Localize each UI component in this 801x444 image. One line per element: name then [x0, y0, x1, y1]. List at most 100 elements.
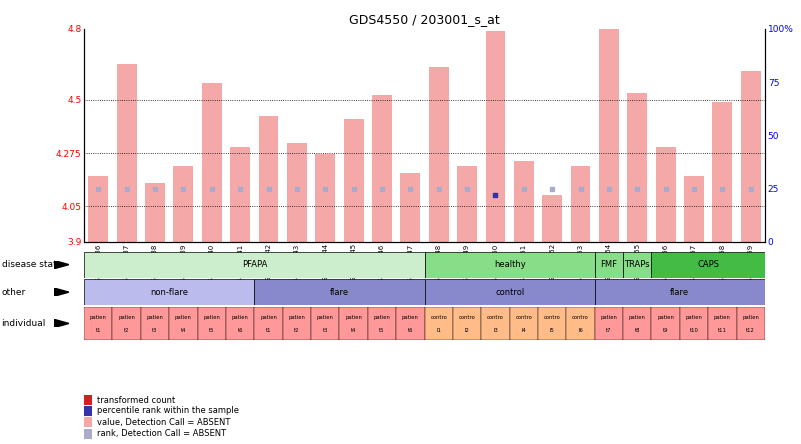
- Text: PFAPA: PFAPA: [242, 260, 267, 269]
- Text: t5: t5: [379, 328, 384, 333]
- Bar: [542, 194, 562, 242]
- Bar: [651, 252, 765, 278]
- Bar: [202, 83, 222, 242]
- Bar: [656, 147, 675, 242]
- Text: patien: patien: [373, 315, 390, 320]
- Text: individual: individual: [2, 319, 46, 328]
- Bar: [226, 307, 254, 340]
- Text: l1: l1: [437, 328, 441, 333]
- Bar: [117, 64, 137, 242]
- Bar: [453, 307, 481, 340]
- Text: t6: t6: [408, 328, 413, 333]
- Bar: [311, 307, 340, 340]
- Text: l3: l3: [493, 328, 498, 333]
- Bar: [84, 279, 255, 305]
- Text: patien: patien: [345, 315, 362, 320]
- Bar: [396, 307, 425, 340]
- Bar: [255, 307, 283, 340]
- Bar: [372, 95, 392, 242]
- Text: TRAPs: TRAPs: [625, 260, 650, 269]
- Bar: [599, 12, 619, 242]
- Bar: [344, 119, 364, 242]
- Text: patien: patien: [402, 315, 419, 320]
- Text: flare: flare: [670, 288, 690, 297]
- Text: t4: t4: [351, 328, 356, 333]
- Bar: [84, 406, 92, 416]
- Bar: [570, 166, 590, 242]
- Bar: [283, 307, 311, 340]
- Bar: [84, 417, 92, 427]
- Text: t6: t6: [237, 328, 243, 333]
- Bar: [84, 252, 425, 278]
- Text: t7: t7: [606, 328, 612, 333]
- Bar: [481, 307, 509, 340]
- Text: t2: t2: [294, 328, 300, 333]
- Text: patien: patien: [743, 315, 759, 320]
- Bar: [509, 307, 538, 340]
- Bar: [340, 307, 368, 340]
- Text: patien: patien: [175, 315, 191, 320]
- Polygon shape: [54, 261, 69, 269]
- Text: contro: contro: [516, 315, 532, 320]
- Bar: [198, 307, 226, 340]
- Text: t11: t11: [718, 328, 727, 333]
- Text: contro: contro: [572, 315, 589, 320]
- Text: patien: patien: [119, 315, 135, 320]
- Text: patien: patien: [601, 315, 618, 320]
- Bar: [259, 116, 279, 242]
- Bar: [457, 166, 477, 242]
- Bar: [594, 307, 623, 340]
- Text: patien: patien: [714, 315, 731, 320]
- Text: t5: t5: [209, 328, 215, 333]
- Text: t3: t3: [152, 328, 158, 333]
- Bar: [425, 307, 453, 340]
- Bar: [88, 176, 108, 242]
- Bar: [594, 279, 765, 305]
- Bar: [400, 173, 421, 242]
- Bar: [425, 252, 594, 278]
- Text: contro: contro: [487, 315, 504, 320]
- Bar: [623, 252, 651, 278]
- Bar: [84, 307, 112, 340]
- Text: contro: contro: [430, 315, 447, 320]
- Polygon shape: [54, 320, 69, 328]
- Text: patien: patien: [629, 315, 646, 320]
- Text: value, Detection Call = ABSENT: value, Detection Call = ABSENT: [98, 418, 231, 427]
- Text: disease state: disease state: [2, 260, 62, 269]
- Bar: [145, 183, 165, 242]
- Text: non-flare: non-flare: [151, 288, 188, 297]
- Text: transformed count: transformed count: [98, 396, 175, 404]
- Text: patien: patien: [686, 315, 702, 320]
- Bar: [737, 307, 765, 340]
- Text: t3: t3: [323, 328, 328, 333]
- Bar: [623, 307, 651, 340]
- Bar: [680, 307, 708, 340]
- Bar: [84, 429, 92, 439]
- Bar: [514, 162, 533, 242]
- Bar: [538, 307, 566, 340]
- Bar: [425, 279, 594, 305]
- Text: l4: l4: [521, 328, 526, 333]
- Text: CAPS: CAPS: [697, 260, 719, 269]
- Bar: [141, 307, 169, 340]
- Text: patien: patien: [288, 315, 305, 320]
- Bar: [684, 176, 704, 242]
- Bar: [287, 143, 307, 242]
- Bar: [84, 395, 92, 405]
- Text: GDS4550 / 203001_s_at: GDS4550 / 203001_s_at: [349, 13, 500, 26]
- Bar: [708, 307, 737, 340]
- Text: t2: t2: [124, 328, 130, 333]
- Bar: [112, 307, 141, 340]
- Text: t1: t1: [266, 328, 272, 333]
- Text: patien: patien: [317, 315, 334, 320]
- Text: t12: t12: [747, 328, 755, 333]
- Text: l5: l5: [549, 328, 554, 333]
- Text: patien: patien: [260, 315, 277, 320]
- Text: l2: l2: [465, 328, 469, 333]
- Bar: [429, 67, 449, 242]
- Text: t8: t8: [634, 328, 640, 333]
- Text: patien: patien: [147, 315, 163, 320]
- Text: flare: flare: [330, 288, 349, 297]
- Text: t1: t1: [95, 328, 101, 333]
- Bar: [651, 307, 680, 340]
